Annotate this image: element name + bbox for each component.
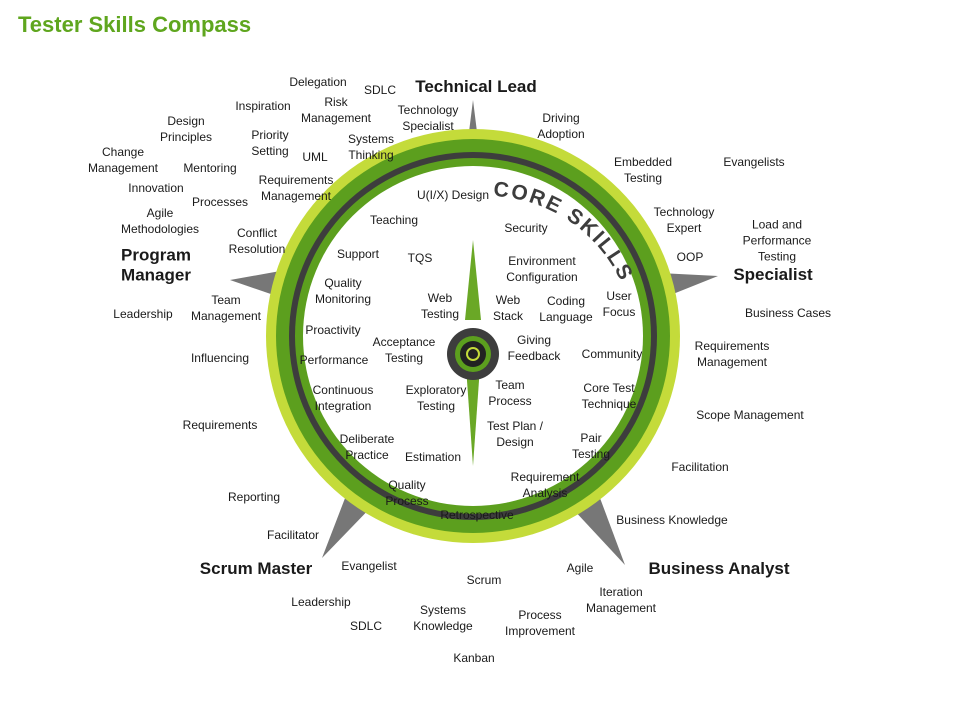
core-skill: Test Plan / Design	[486, 418, 544, 449]
outer-skill: Agile	[566, 560, 594, 575]
core-skill: Pair Testing	[571, 430, 611, 461]
core-skill: Retrospective	[440, 507, 514, 522]
outer-skill: Influencing	[190, 350, 250, 365]
page-title: Tester Skills Compass	[18, 12, 252, 37]
outer-skill: Systems Knowledge	[413, 602, 473, 633]
needle-south	[465, 352, 481, 466]
role-program-manager: Program Manager	[121, 245, 191, 284]
core-skill: Teaching	[369, 212, 419, 227]
outer-skill: Kanban	[453, 650, 495, 665]
outer-skill: Conflict Resolution	[228, 225, 286, 256]
outer-skill: Processes	[191, 194, 249, 209]
hub-dot	[466, 347, 480, 361]
outer-skill: Scope Management	[696, 407, 804, 422]
core-skill: Quality Monitoring	[314, 275, 372, 306]
core-skill: Continuous Integration	[312, 382, 374, 413]
outer-skill: Change Management	[87, 144, 159, 175]
outer-skill: Leadership	[291, 594, 351, 609]
outer-skill: SDLC	[363, 82, 397, 97]
core-skill: Proactivity	[305, 322, 361, 337]
core-skill: Performance	[299, 352, 369, 367]
core-skill: Estimation	[404, 449, 462, 464]
core-skill: TQS	[407, 250, 433, 265]
hub-center	[460, 341, 486, 367]
outer-skill: Facilitator	[266, 527, 320, 542]
core-skill: Community	[581, 346, 643, 361]
outer-skill: Inspiration	[235, 98, 291, 113]
outer-skill: Evangelists	[723, 154, 785, 169]
outer-skill: Business Cases	[744, 305, 832, 320]
core-skill: Support	[336, 246, 380, 261]
core-skill: Web Testing	[420, 290, 460, 321]
outer-skill: UML	[302, 149, 328, 164]
core-skill: Security	[504, 220, 548, 235]
outer-skill: Delegation	[289, 74, 347, 89]
outer-skill: Leadership	[113, 306, 173, 321]
outer-skill: Evangelist	[341, 558, 397, 573]
outer-skill: Technology Expert	[653, 204, 715, 235]
outer-skill: Mentoring	[183, 160, 237, 175]
outer-skill: Driving Adoption	[537, 110, 585, 141]
needle-north	[465, 240, 481, 320]
core-skill: Core Test Technique	[581, 380, 637, 411]
outer-skill: Innovation	[128, 180, 184, 195]
outer-skill: OOP	[676, 249, 704, 264]
core-skill: Deliberate Practice	[339, 431, 395, 462]
core-skill: U(I/X) Design	[416, 187, 490, 202]
role-specialist: Specialist	[733, 265, 813, 285]
core-skill: Quality Process	[385, 477, 429, 508]
outer-skill: Reporting	[227, 489, 281, 504]
core-skill: Exploratory Testing	[405, 382, 467, 413]
role-scrum-master: Scrum Master	[199, 559, 313, 579]
outer-skill: Team Management	[190, 292, 262, 323]
outer-skill: Facilitation	[671, 459, 729, 474]
core-skill: User Focus	[602, 288, 636, 319]
outer-skill: Business Knowledge	[616, 512, 728, 527]
core-skill: Team Process	[488, 377, 532, 408]
role-business-analyst: Business Analyst	[648, 559, 790, 579]
core-skill: Giving Feedback	[507, 332, 561, 363]
outer-skill: Iteration Management	[585, 584, 657, 615]
outer-skill: Systems Thinking	[347, 131, 395, 162]
outer-skill: Requirements Management	[694, 338, 770, 369]
role-technical-lead: Technical Lead	[415, 77, 537, 97]
outer-skill: Priority Setting	[251, 127, 289, 158]
outer-skill: Load and Performance Testing	[742, 217, 812, 265]
outer-skill: Requirements Management	[258, 172, 334, 203]
outer-skill: Process Improvement	[504, 607, 576, 638]
outer-skill: Embedded Testing	[613, 154, 673, 185]
outer-skill: Scrum	[466, 572, 502, 587]
outer-skill: Agile Methodologies	[120, 205, 200, 236]
outer-skill: Design Principles	[159, 113, 213, 144]
core-skill: Acceptance Testing	[372, 334, 436, 365]
core-skill: Requirement Analysis	[510, 469, 580, 500]
outer-skill: SDLC	[349, 618, 383, 633]
outer-skill: Requirements	[182, 417, 258, 432]
core-skill: Environment Configuration	[506, 253, 578, 284]
core-skill: Coding Language	[539, 293, 593, 324]
outer-skill: Risk Management	[300, 94, 372, 125]
outer-skill: Technology Specialist	[397, 102, 459, 133]
core-skill: Web Stack	[492, 292, 524, 323]
